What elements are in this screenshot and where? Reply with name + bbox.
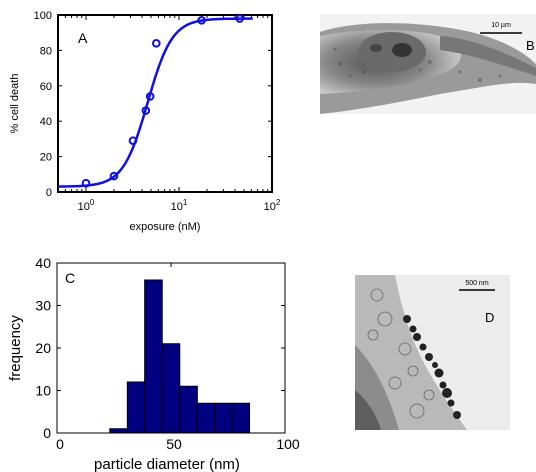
axes-frame-a [57, 14, 273, 193]
data-point [128, 136, 138, 145]
micrograph-d-image: 500 nm D [355, 275, 510, 430]
micrograph-b: 10 µm B [320, 14, 536, 114]
histogram-bar [144, 279, 163, 434]
panel-label-d: D [485, 310, 494, 325]
histogram-bar [231, 402, 251, 434]
panel-label-a: A [78, 30, 88, 46]
x-tick-label-c: 0 [56, 436, 64, 452]
x-tick-label-a: 100 [78, 198, 95, 213]
x-tick-label-base: 10 [264, 201, 276, 213]
x-tick-label-exp: 2 [276, 198, 281, 207]
y-tick-label-c: 0 [43, 425, 51, 441]
x-tick-label-a: 102 [264, 198, 281, 213]
fit-curve [58, 17, 253, 188]
histogram-bar [214, 402, 233, 434]
y-tick-label-c: 20 [35, 340, 51, 356]
panel-label-c: C [65, 270, 75, 286]
histogram-bar [196, 402, 216, 434]
y-tick-label-c: 10 [35, 383, 51, 399]
x-tick-label-c: 100 [276, 436, 300, 452]
x-tick-label-exp: 1 [183, 198, 188, 207]
micrograph-b-image: 10 µm B [320, 14, 536, 114]
histogram-bar [126, 381, 146, 434]
y-tick-label-a: 100 [34, 10, 52, 22]
y-tick-label-a: 60 [40, 81, 52, 93]
data-point [145, 92, 155, 101]
data-point [109, 171, 119, 181]
scale-label-b: 10 µm [491, 22, 511, 29]
micrograph-d: 500 nm D [355, 275, 510, 430]
x-tick-label-base: 10 [171, 201, 183, 213]
y-tick-label-a: 40 [40, 116, 52, 128]
x-tick-label-c: 50 [166, 436, 182, 452]
y-axis-label-c: frequency [7, 315, 24, 381]
data-point [151, 39, 161, 48]
x-axis-label-c: particle diameter (nm) [94, 456, 240, 472]
data-point [235, 14, 245, 23]
histogram-bar [179, 385, 198, 434]
histogram-bar [109, 428, 128, 434]
panel-label-b: B [526, 38, 535, 53]
data-point [81, 178, 91, 188]
y-tick-label-a: 80 [40, 45, 52, 57]
y-tick-label-c: 30 [35, 298, 51, 314]
x-axis-label-a: exposure (nM) [130, 221, 201, 233]
y-tick-label-a: 20 [40, 152, 52, 164]
data-point [197, 16, 206, 25]
scale-label-d: 500 nm [465, 280, 489, 287]
y-axis-label-a: % cell death [9, 74, 21, 134]
x-tick-label-a: 101 [171, 198, 188, 213]
y-tick-label-c: 40 [35, 255, 51, 271]
x-tick-label-base: 10 [78, 201, 90, 213]
y-tick-label-a: 0 [46, 187, 52, 199]
histogram-bar [161, 343, 181, 434]
x-tick-label-exp: 0 [90, 198, 95, 207]
data-point [141, 106, 151, 115]
